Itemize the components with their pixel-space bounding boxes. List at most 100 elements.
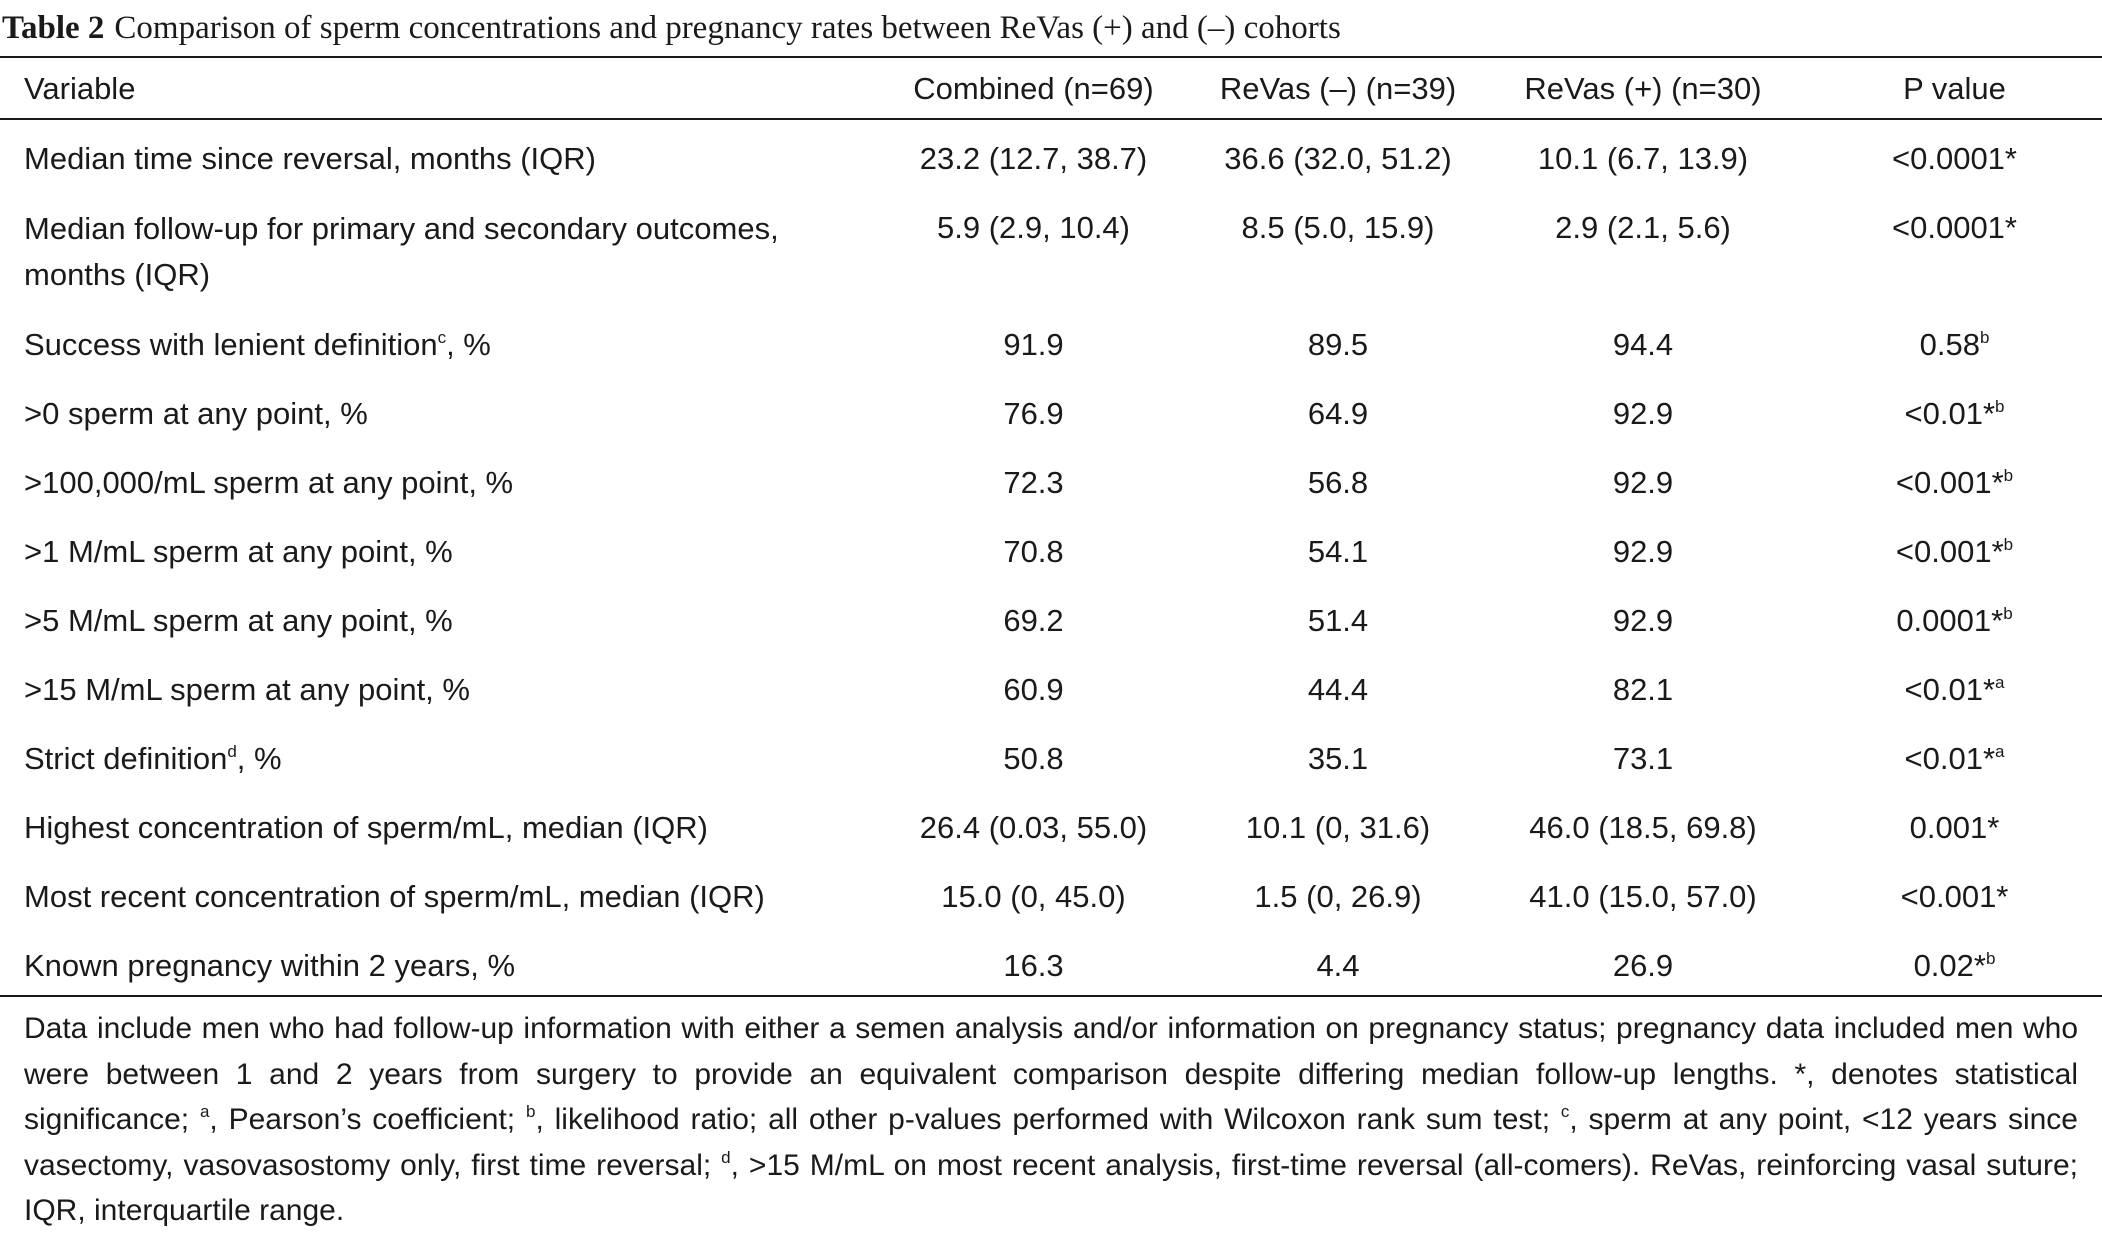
variable-text: >100,000/mL sperm at any point, % [24, 465, 514, 500]
variable-text: Known pregnancy within 2 years, % [24, 948, 516, 983]
p-value-superscript: b [2003, 466, 2014, 485]
cell-revas-plus: 26.9 [1612, 948, 1674, 983]
cell-revas-plus: 73.1 [1612, 741, 1674, 776]
table-row: >0 sperm at any point, % 76.9 64.9 92.9 <0.0… [0, 376, 2102, 445]
cell-revas-plus: 92.9 [1612, 603, 1674, 638]
cell-revas-plus: 92.9 [1612, 465, 1674, 500]
cell-p-value: 0.001* [1807, 790, 2102, 859]
footnote-text: , Pearson’s coefficient; [209, 1103, 526, 1136]
p-value-text: 0.58 [1919, 327, 1980, 362]
variable-superscript: d [227, 742, 237, 761]
cell-revas-minus: 56.8 [1307, 465, 1369, 500]
cell-revas-plus: 41.0 (15.0, 57.0) [1529, 879, 1757, 914]
cell-combined: 70.8 [1003, 534, 1064, 569]
cell-revas-minus: 64.9 [1307, 396, 1369, 431]
cell-variable: >0 sperm at any point, % [0, 376, 870, 445]
footnote-text: , likelihood ratio; all other p-values p… [535, 1103, 1561, 1136]
table-row: Median time since reversal, months (IQR)… [0, 119, 2102, 190]
cell-revas-plus: 2.9 (2.1, 5.6) [1555, 210, 1731, 245]
cell-combined: 69.2 [1003, 603, 1064, 638]
table-row: >5 M/mL sperm at any point, % 69.2 51.4 92.… [0, 583, 2102, 652]
p-value-text: <0.001* [1895, 465, 2004, 500]
cell-p-value: <0.0001* [1807, 190, 2102, 307]
cell-variable: Known pregnancy within 2 years, % [0, 928, 870, 997]
cell-variable: Most recent concentration of sperm/mL, m… [0, 859, 870, 928]
cell-p-value: <0.01*a [1807, 721, 2102, 790]
cell-combined: 50.8 [1003, 741, 1064, 776]
cell-revas-plus: 46.0 (18.5, 69.8) [1529, 810, 1757, 845]
cell-revas-minus: 35.1 [1307, 741, 1369, 776]
variable-text: Strict definition [24, 741, 228, 776]
variable-text: Median follow-up for primary and seconda… [24, 211, 779, 292]
cell-variable: >100,000/mL sperm at any point, % [0, 445, 870, 514]
table-row: Most recent concentration of sperm/mL, m… [0, 859, 2102, 928]
column-header-combined: Combined (n=69) [913, 71, 1154, 106]
footnote-superscript: d [721, 1147, 731, 1167]
cell-combined: 76.9 [1003, 396, 1064, 431]
cell-combined: 60.9 [1003, 672, 1064, 707]
variable-text: Most recent concentration of sperm/mL, m… [24, 879, 765, 914]
cell-variable: >15 M/mL sperm at any point, % [0, 652, 870, 721]
table-row: Median follow-up for primary and seconda… [0, 190, 2102, 307]
cell-variable: >5 M/mL sperm at any point, % [0, 583, 870, 652]
p-value-text: <0.01* [1904, 741, 1996, 776]
cell-combined: 23.2 (12.7, 38.7) [919, 141, 1148, 176]
cell-p-value: <0.0001* [1807, 119, 2102, 190]
cell-revas-minus: 44.4 [1307, 672, 1369, 707]
p-value-superscript: a [1995, 742, 2005, 761]
table-label: Table 2 [2, 10, 105, 46]
cell-revas-plus: 94.4 [1612, 327, 1674, 362]
cell-p-value: <0.001*b [1807, 445, 2102, 514]
p-value-text: <0.01* [1904, 396, 1996, 431]
variable-text: Median time since reversal, months (IQR) [24, 141, 596, 176]
p-value-superscript: b [1995, 397, 2005, 416]
p-value-superscript: b [1985, 949, 1996, 968]
cell-revas-minus: 1.5 (0, 26.9) [1254, 879, 1422, 914]
cell-revas-minus: 36.6 (32.0, 51.2) [1224, 141, 1452, 176]
table-row: Known pregnancy within 2 years, % 16.3 4.4… [0, 928, 2102, 997]
cell-variable: Highest concentration of sperm/mL, media… [0, 790, 870, 859]
variable-superscript: c [437, 328, 447, 347]
footnote-superscript: a [199, 1102, 210, 1121]
cell-variable: Success with lenient definitionc, % [0, 307, 870, 376]
table-row: Highest concentration of sperm/mL, media… [0, 790, 2102, 859]
footnote-text: , >15 M/mL on most recent analysis, firs… [24, 1148, 2079, 1228]
table-footnote: Data include men who had follow-up infor… [24, 1006, 2078, 1234]
p-value-text: <0.0001* [1892, 210, 2017, 245]
table-row: >100,000/mL sperm at any point, % 72.3 56.… [0, 445, 2102, 514]
table-caption: Table 2 Comparison of sperm concentration… [2, 6, 1341, 50]
variable-text: Success with lenient definition [24, 327, 438, 362]
cell-revas-plus: 10.1 (6.7, 13.9) [1537, 141, 1749, 176]
cell-variable: >1 M/mL sperm at any point, % [0, 514, 870, 583]
cell-p-value: 0.0001*b [1807, 583, 2102, 652]
cell-combined: 5.9 (2.9, 10.4) [936, 210, 1130, 245]
variable-text: Highest concentration of sperm/mL, media… [24, 810, 708, 845]
variable-text: >15 M/mL sperm at any point, % [24, 672, 470, 707]
table-title: Comparison of sperm concentrations and p… [114, 10, 1341, 46]
table-body: Median time since reversal, months (IQR)… [0, 119, 2102, 997]
footnote-text: , sperm at any point, <12 years since va… [24, 1103, 2078, 1182]
table-row: Strict definitiond, % 50.8 35.1 73.1 <0.01*a [0, 721, 2102, 790]
column-header-revas-plus: ReVas (+) (n=30) [1524, 71, 1762, 106]
p-value-text: <0.01* [1904, 672, 1996, 707]
p-value-text: 0.02* [1913, 948, 1986, 983]
p-value-superscript: b [2003, 535, 2014, 554]
p-value-text: <0.001* [1900, 879, 2009, 914]
cell-revas-minus: 54.1 [1307, 534, 1369, 569]
table-row: >15 M/mL sperm at any point, % 60.9 44.4 82… [0, 652, 2102, 721]
cell-combined: 91.9 [1003, 327, 1064, 362]
variable-text: >5 M/mL sperm at any point, % [24, 603, 453, 638]
header-row: Variable Combined (n=69) ReVas (–) (n=39… [0, 58, 2102, 119]
cell-revas-plus: 92.9 [1612, 396, 1674, 431]
column-header-p-value: P value [1903, 71, 2006, 106]
cell-revas-minus: 8.5 (5.0, 15.9) [1241, 210, 1435, 245]
cell-p-value: <0.01*a [1807, 652, 2102, 721]
footnote-superscript: c [1560, 1102, 1570, 1121]
cell-revas-plus: 92.9 [1612, 534, 1674, 569]
cell-p-value: <0.01*b [1807, 376, 2102, 445]
cell-p-value: 0.58b [1807, 307, 2102, 376]
p-value-superscript: b [1979, 328, 1990, 347]
top-rule [0, 56, 2102, 58]
cell-combined: 26.4 (0.03, 55.0) [919, 810, 1148, 845]
